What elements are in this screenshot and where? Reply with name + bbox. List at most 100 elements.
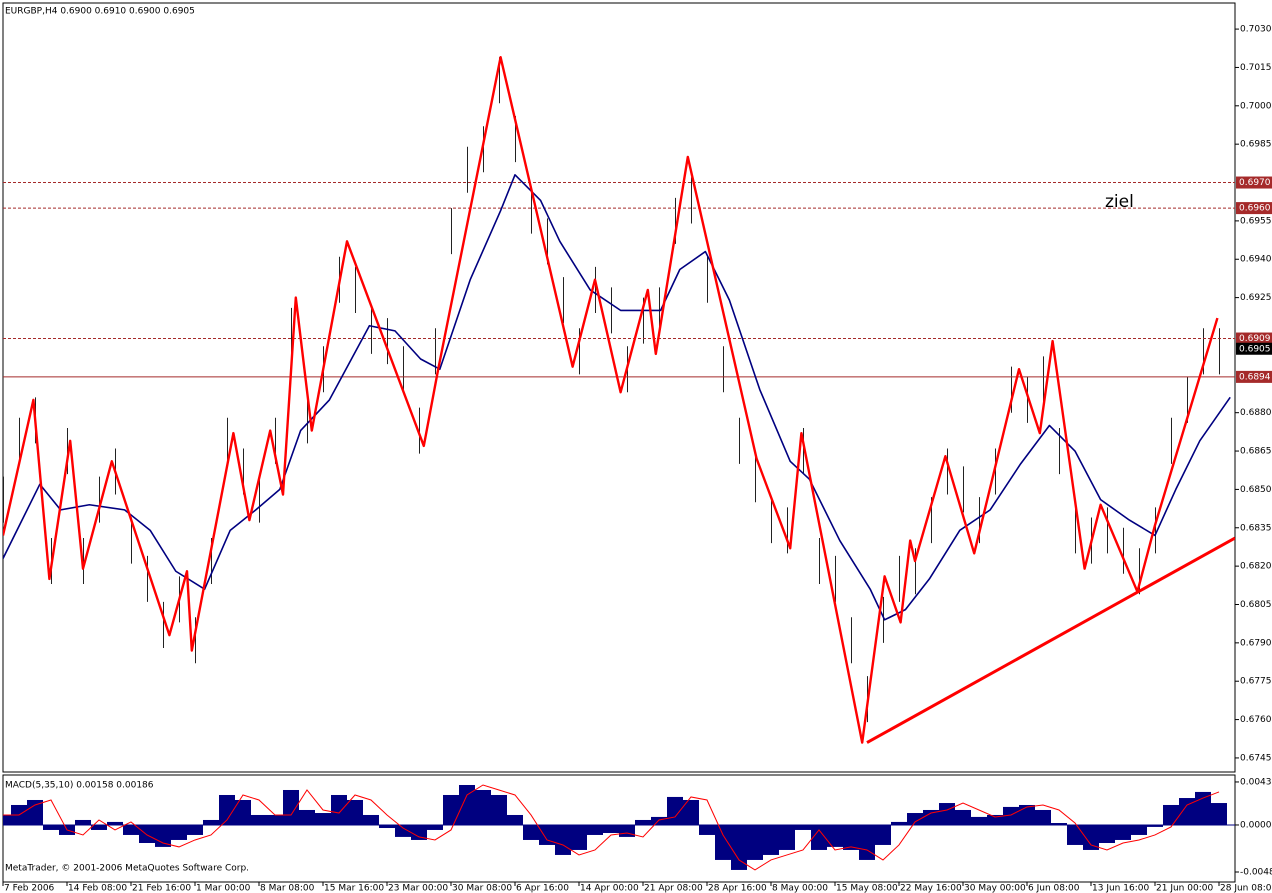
y-tick-label: 0.6820 xyxy=(1240,562,1272,572)
x-tick-label: 22 May 16:00 xyxy=(900,884,962,893)
macd-bar xyxy=(779,824,795,850)
signal-line xyxy=(3,784,1220,871)
macd-bar xyxy=(747,824,763,860)
macd-bar xyxy=(43,824,59,830)
macd-bar xyxy=(219,794,235,825)
macd-bar xyxy=(315,813,331,825)
macd-bar xyxy=(203,819,219,825)
macd-bar xyxy=(1147,824,1163,827)
macd-bar xyxy=(1083,824,1099,850)
y-tick-label: 0.6865 xyxy=(1240,447,1272,457)
level-label-box xyxy=(1236,332,1272,345)
macd-bar xyxy=(1211,803,1227,825)
macd-bar xyxy=(75,819,91,825)
macd-bar xyxy=(491,794,507,825)
macd-bar xyxy=(3,814,11,825)
macd-bar xyxy=(427,824,443,830)
level-label: 0.6894 xyxy=(1239,372,1271,382)
macd-bar xyxy=(859,824,875,860)
level-label-box xyxy=(1236,370,1272,383)
macd-bar xyxy=(523,824,539,840)
macd-bar xyxy=(555,824,571,855)
macd-bar xyxy=(971,816,987,825)
macd-bar xyxy=(171,824,187,840)
y-tick-label: -0.0048 xyxy=(1240,868,1272,878)
macd-bar xyxy=(1003,806,1019,825)
macd-bar xyxy=(267,814,283,825)
zigzag xyxy=(3,56,1219,744)
y-tick-label: 0.6805 xyxy=(1240,600,1272,610)
macd-bar xyxy=(795,824,811,830)
y-tick-label: 0.7030 xyxy=(1240,25,1272,35)
macd-bar xyxy=(843,824,859,850)
level-label: 0.6970 xyxy=(1239,178,1271,188)
macd-bar xyxy=(107,821,123,825)
y-tick-label: 0.6850 xyxy=(1240,485,1272,495)
y-tick-label: 0.7000 xyxy=(1240,101,1272,111)
level-label-box xyxy=(1236,202,1272,215)
macd-bar xyxy=(379,824,395,829)
macd-bar xyxy=(155,824,171,847)
y-tick-label: 0.00439 xyxy=(1240,777,1272,787)
macd-bar xyxy=(763,824,779,855)
macd-bar xyxy=(651,816,667,825)
level-label-box xyxy=(1236,176,1272,189)
macd-bar xyxy=(923,809,939,825)
macd-bar xyxy=(811,824,827,850)
chart-title: EURGBP,H4 0.6900 0.6910 0.6900 0.6905 xyxy=(5,7,195,17)
x-tick-label: 6 Jun 08:00 xyxy=(1028,884,1080,893)
macd-bar xyxy=(907,813,923,825)
macd-bar xyxy=(939,803,955,825)
macd-bar xyxy=(683,799,699,825)
macd-bar xyxy=(1035,809,1051,825)
y-tick-label: 0.7015 xyxy=(1240,63,1272,73)
x-tick-label: 13 Jun 16:00 xyxy=(1092,884,1149,893)
macd-bar xyxy=(411,824,427,840)
y-tick-label: 0.6835 xyxy=(1240,523,1272,533)
annotation: ziel xyxy=(1105,192,1134,212)
macd-bar xyxy=(475,789,491,825)
macd-plot xyxy=(3,784,1235,871)
current-price-box xyxy=(1236,342,1272,355)
macd-bar xyxy=(283,789,299,825)
x-tick-label: 23 Mar 00:00 xyxy=(388,884,448,893)
macd-bar xyxy=(1019,804,1035,825)
macd-bar xyxy=(347,799,363,825)
x-tick-label: 28 Apr 16:00 xyxy=(708,884,767,893)
macd-bar xyxy=(27,799,43,825)
macd-bar xyxy=(987,814,1003,825)
y-tick-label: 0.6880 xyxy=(1240,408,1272,418)
macd-bar xyxy=(459,784,475,825)
macd-bar xyxy=(299,809,315,825)
macd-bar xyxy=(1179,798,1195,825)
x-tick-label: 28 Jun 08:00 xyxy=(1220,884,1272,893)
macd-title: MACD(5,35,10) 0.00158 0.00186 xyxy=(5,781,154,791)
y-tick-label: 0.6745 xyxy=(1240,753,1272,763)
macd-bar xyxy=(331,794,347,825)
trend-line xyxy=(866,536,1235,744)
y-tick-label: 0.6925 xyxy=(1240,293,1272,303)
y-tick-label: 0.6790 xyxy=(1240,638,1272,648)
x-tick-label: 7 Feb 2006 xyxy=(4,884,55,893)
x-tick-label: 15 May 08:00 xyxy=(836,884,898,893)
macd-bar xyxy=(587,824,603,835)
axes: 0.6970 0.6960 0.6909 0.6894 0.6905 0.7030 0.70… xyxy=(2,25,1272,893)
macd-bar xyxy=(187,824,203,835)
y-tick-label: 0.6985 xyxy=(1240,140,1272,150)
macd-bar xyxy=(1195,791,1211,825)
x-tick-label: 21 Feb 16:00 xyxy=(132,884,191,893)
x-tick-label: 15 Mar 16:00 xyxy=(324,884,384,893)
y-tick-label: 0.0000 xyxy=(1240,820,1272,830)
current-price-label: 0.6905 xyxy=(1239,344,1271,354)
x-tick-label: 14 Apr 00:00 xyxy=(580,884,639,893)
macd-bar xyxy=(1115,824,1131,840)
macd-bar xyxy=(603,824,619,834)
x-tick-label: 1 Mar 00:00 xyxy=(196,884,251,893)
x-tick-label: 30 May 00:00 xyxy=(964,884,1026,893)
moving-average xyxy=(3,174,1231,621)
y-tick-label: 0.6940 xyxy=(1240,255,1272,265)
x-tick-label: 14 Feb 08:00 xyxy=(68,884,127,893)
macd-bar xyxy=(875,824,891,845)
y-tick-label: 0.6760 xyxy=(1240,715,1272,725)
